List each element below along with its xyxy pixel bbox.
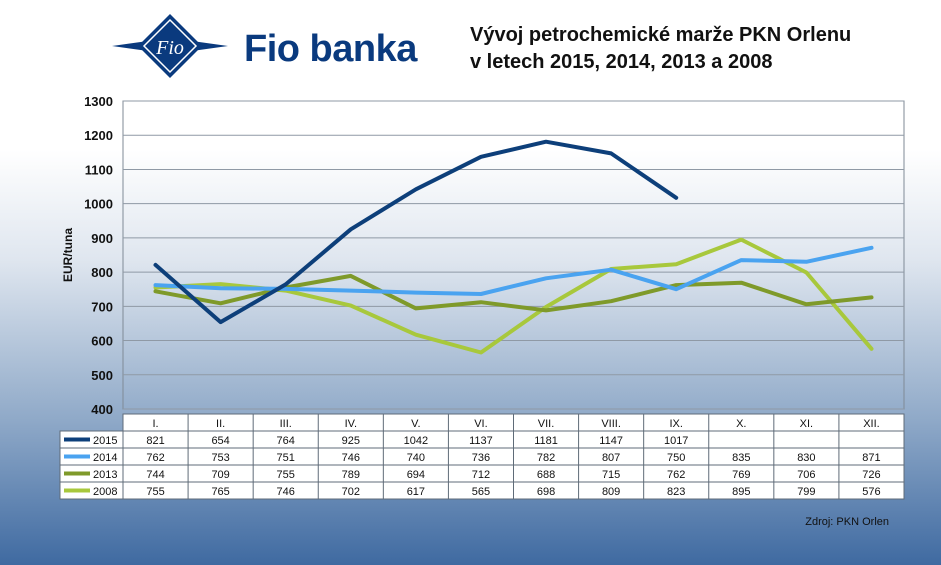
data-label: 694 <box>407 469 425 481</box>
logo-text: Fio <box>155 37 184 59</box>
data-label: 709 <box>211 469 229 481</box>
series-line-2014 <box>153 245 874 296</box>
x-tick-label: XI. <box>800 418 813 430</box>
data-label: 782 <box>537 452 555 464</box>
y-tick-label: 900 <box>91 231 113 246</box>
title-line-1: Vývoj petrochemické marže PKN Orlenu <box>470 24 852 46</box>
y-tick-label: 1100 <box>85 162 113 177</box>
legend-label-2015: 2015 <box>93 435 117 447</box>
data-label: 751 <box>277 452 295 464</box>
data-label: 809 <box>602 486 620 498</box>
y-tick-label: 1300 <box>84 94 113 109</box>
data-label: 764 <box>277 435 295 447</box>
data-label: 762 <box>667 469 685 481</box>
data-label: 715 <box>602 469 620 481</box>
x-tick-label: XII. <box>863 418 880 430</box>
data-label: 698 <box>537 486 555 498</box>
y-tick-label: 800 <box>91 265 113 280</box>
x-tick-label: IV. <box>345 418 357 430</box>
data-label: 1042 <box>404 435 428 447</box>
y-tick-label: 500 <box>91 368 113 383</box>
data-label: 702 <box>342 486 360 498</box>
data-label: 753 <box>211 452 229 464</box>
y-tick-label: 600 <box>91 334 113 349</box>
data-label: 706 <box>797 469 815 481</box>
data-label: 925 <box>342 435 360 447</box>
brand-name: Fio banka <box>244 28 417 70</box>
series-line-2013 <box>153 273 874 313</box>
x-tick-label: VI. <box>474 418 487 430</box>
data-label: 617 <box>407 486 425 498</box>
x-tick-label: VIII. <box>601 418 621 430</box>
data-label: 835 <box>732 452 750 464</box>
data-label: 830 <box>797 452 815 464</box>
title-line-2: v letech 2015, 2014, 2013 a 2008 <box>470 51 773 73</box>
x-tick-label: X. <box>736 418 746 430</box>
y-tick-label: 1200 <box>84 128 113 143</box>
data-label: 1017 <box>664 435 688 447</box>
data-label: 871 <box>862 452 880 464</box>
data-label: 712 <box>472 469 490 481</box>
data-label: 654 <box>211 435 229 447</box>
data-label: 1181 <box>534 435 558 447</box>
source-note: Zdroj: PKN Orlen <box>805 516 889 528</box>
legend-label-2008: 2008 <box>93 486 117 498</box>
data-label: 807 <box>602 452 620 464</box>
data-label: 821 <box>146 435 164 447</box>
series-line-2015 <box>153 139 679 325</box>
legend-label-2014: 2014 <box>93 452 117 464</box>
x-tick-label: V. <box>411 418 420 430</box>
x-tick-label: I. <box>152 418 158 430</box>
data-label: 1137 <box>469 435 493 447</box>
y-tick-labels: 400 500 600 700 800 900 1000 1100 1200 1300 <box>84 94 113 417</box>
y-tick-label: 400 <box>91 402 113 417</box>
fio-logo: Fio <box>112 14 228 78</box>
y-tick-label: 700 <box>91 299 113 314</box>
data-label: 744 <box>146 469 164 481</box>
data-label: 746 <box>342 452 360 464</box>
data-label: 765 <box>211 486 229 498</box>
y-tick-label: 1000 <box>84 197 113 212</box>
chart-title: Vývoj petrochemické marže PKN Orlenu v l… <box>470 22 851 76</box>
data-label: 769 <box>732 469 750 481</box>
data-label: 762 <box>146 452 164 464</box>
data-label: 740 <box>407 452 425 464</box>
data-label: 746 <box>277 486 295 498</box>
data-label: 895 <box>732 486 750 498</box>
x-tick-label: III. <box>280 418 292 430</box>
legend-label-2013: 2013 <box>93 469 117 481</box>
data-label: 565 <box>472 486 490 498</box>
data-label: 726 <box>862 469 880 481</box>
data-label: 755 <box>277 469 295 481</box>
series-lines <box>153 139 874 355</box>
data-label: 789 <box>342 469 360 481</box>
data-label: 736 <box>472 452 490 464</box>
data-label: 688 <box>537 469 555 481</box>
y-axis-label: EUR/tuna <box>61 228 75 282</box>
x-tick-label: II. <box>216 418 225 430</box>
x-tick-label: VII. <box>538 418 555 430</box>
data-label: 823 <box>667 486 685 498</box>
data-table: I. II. III. IV. V. VI. VII. VIII. IX. X. XI. XII. 20… <box>59 413 905 500</box>
data-label: 576 <box>862 486 880 498</box>
data-label: 750 <box>667 452 685 464</box>
data-label: 799 <box>797 486 815 498</box>
data-label: 1147 <box>599 435 623 447</box>
data-label: 755 <box>146 486 164 498</box>
x-tick-label: IX. <box>669 418 682 430</box>
